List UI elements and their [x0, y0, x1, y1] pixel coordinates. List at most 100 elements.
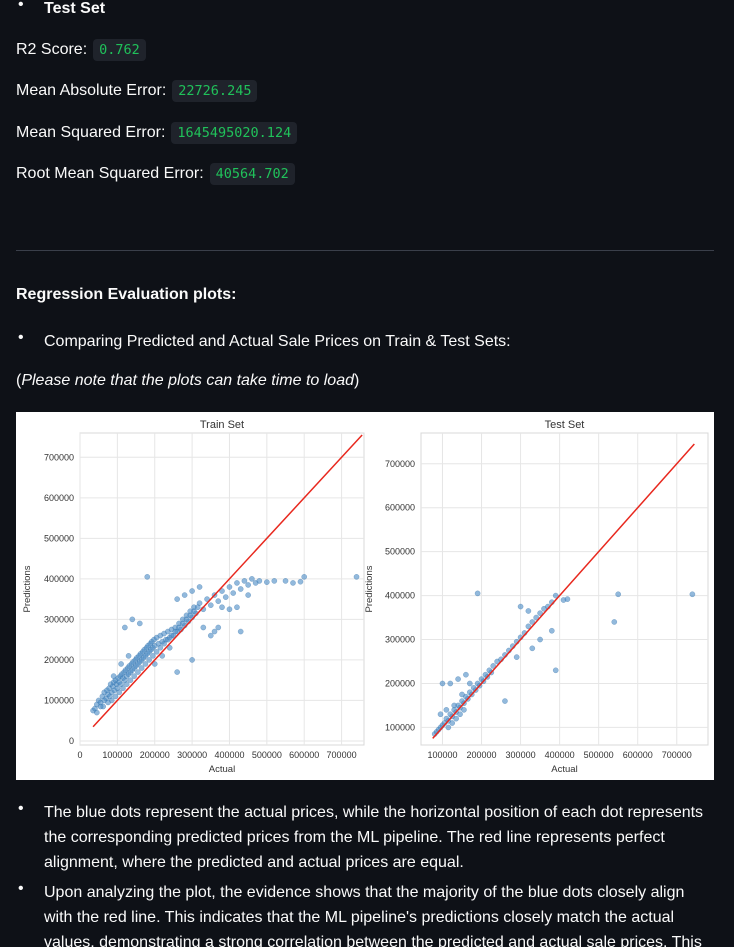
metric-label: Root Mean Squared Error:: [16, 165, 204, 182]
data-point: [237, 586, 244, 592]
data-point: [455, 676, 461, 682]
x-tick-label: 300000: [177, 750, 207, 760]
data-point: [548, 627, 555, 634]
data-point: [529, 645, 536, 652]
data-point: [123, 681, 130, 688]
x-tick-label: 100000: [427, 750, 457, 760]
y-tick-label: 600000: [44, 493, 74, 503]
data-point: [153, 648, 160, 655]
data-point: [237, 628, 244, 635]
y-tick-label: 100000: [44, 695, 74, 705]
data-point: [127, 677, 134, 684]
explanation-text-2: Upon analyzing the plot, the evidence sh…: [44, 884, 702, 947]
data-point: [116, 689, 123, 696]
data-point: [447, 680, 454, 687]
data-point: [517, 603, 524, 610]
data-point: [172, 628, 179, 635]
data-point: [204, 596, 210, 602]
x-tick-label: 500000: [252, 750, 282, 760]
data-point: [215, 624, 222, 631]
data-point: [144, 573, 151, 580]
data-point: [97, 703, 104, 710]
chart-title: Train Set: [200, 419, 244, 431]
load-note: (Please note that the plots can take tim…: [16, 372, 359, 390]
data-point: [297, 578, 304, 585]
y-tick-label: 500000: [44, 533, 74, 543]
x-tick-label: 400000: [214, 750, 244, 760]
x-axis-label: Actual: [209, 764, 235, 775]
data-point: [529, 619, 536, 625]
x-tick-label: 300000: [506, 750, 536, 760]
data-point: [226, 606, 233, 613]
bullet-dot: •: [18, 0, 24, 13]
metric-value: 40564.702: [209, 163, 295, 185]
metric-mse: Mean Squared Error: 1645495020.124: [16, 121, 298, 145]
data-point: [219, 588, 225, 594]
data-point: [451, 702, 458, 709]
data-point: [150, 653, 156, 659]
data-point: [263, 579, 270, 585]
data-point: [136, 620, 143, 627]
data-point: [533, 614, 540, 621]
x-tick-label: 700000: [662, 750, 692, 760]
data-point: [234, 580, 240, 586]
data-point: [176, 624, 182, 631]
data-point: [245, 592, 252, 598]
data-point: [196, 584, 203, 590]
data-point: [537, 636, 543, 643]
data-point: [164, 636, 171, 643]
data-point: [552, 667, 559, 674]
x-tick-label: 700000: [327, 750, 357, 760]
data-point: [181, 592, 188, 598]
y-tick-label: 300000: [385, 635, 415, 645]
data-point: [161, 640, 167, 647]
x-tick-label: 600000: [289, 750, 319, 760]
data-point: [108, 697, 115, 704]
data-point: [290, 580, 296, 586]
data-point: [513, 654, 520, 660]
metric-label: R2 Score:: [16, 41, 88, 58]
data-point: [118, 661, 124, 667]
data-point: [174, 669, 181, 675]
data-point: [120, 685, 126, 692]
x-axis-label: Actual: [551, 764, 577, 775]
data-point: [453, 715, 459, 722]
data-point: [245, 582, 252, 588]
x-tick-label: 0: [77, 750, 82, 760]
explanation-text-1: The blue dots represent the actual price…: [44, 804, 704, 871]
metric-label: Mean Squared Error:: [16, 124, 166, 141]
note-italic: Please note that the plots can take time…: [21, 372, 354, 389]
data-point: [439, 680, 446, 687]
data-point: [443, 706, 450, 713]
y-tick-label: 200000: [385, 678, 415, 688]
data-point: [256, 578, 263, 584]
data-point: [222, 594, 229, 600]
x-tick-label: 600000: [623, 750, 653, 760]
regression-plots-svg: 0 100000 200000 300000 400000 500000 600000 700…: [22, 419, 709, 775]
x-tick-label: 400000: [545, 750, 575, 760]
data-point: [226, 584, 233, 590]
data-point: [157, 644, 164, 651]
data-point: [159, 653, 166, 659]
metric-value: 0.762: [93, 39, 146, 61]
y-tick-label: 700000: [385, 459, 415, 469]
y-axis-label: Predictions: [364, 565, 375, 612]
data-point: [463, 671, 469, 678]
data-point: [525, 623, 532, 630]
data-point: [457, 711, 463, 718]
data-point: [146, 657, 152, 663]
y-tick-label: 600000: [385, 503, 415, 513]
y-tick-label: 0: [69, 736, 74, 746]
data-point: [183, 616, 190, 623]
note-close: ): [353, 372, 360, 389]
data-point: [689, 591, 696, 598]
metric-mae: Mean Absolute Error: 22726.245: [16, 79, 258, 103]
data-point: [249, 576, 255, 582]
metric-label: Mean Absolute Error:: [16, 82, 167, 99]
x-tick-label: 100000: [102, 750, 132, 760]
data-point: [459, 691, 465, 698]
data-point: [131, 673, 138, 679]
data-point: [207, 632, 214, 639]
data-point: [552, 592, 559, 599]
data-point: [234, 604, 240, 611]
